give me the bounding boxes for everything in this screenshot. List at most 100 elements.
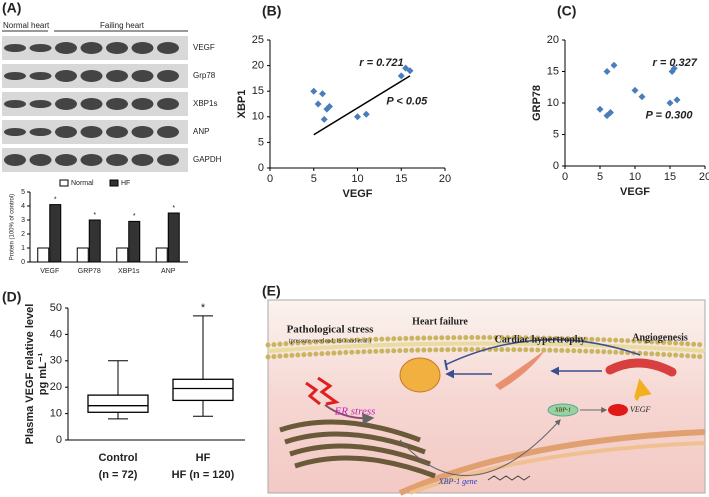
bar — [37, 247, 50, 263]
row-label: Grp78 — [193, 71, 216, 80]
band — [131, 70, 154, 82]
vessel-icon — [605, 358, 677, 377]
point — [666, 99, 674, 107]
y-axis-label: XBP1 — [236, 90, 248, 119]
panel-label: (C) — [557, 3, 576, 19]
x-tick-label: 5 — [311, 173, 317, 185]
band — [157, 154, 179, 166]
point — [314, 100, 322, 108]
node-label: Heart failure — [412, 316, 468, 327]
y-tick-label: 5 — [553, 128, 559, 140]
y-tick-label: 50 — [50, 302, 62, 314]
gene-icon — [487, 475, 531, 481]
arrow — [324, 404, 375, 425]
fit-line — [313, 75, 411, 136]
band — [55, 154, 77, 166]
band — [4, 100, 26, 108]
y-tick-label: 40 — [50, 328, 62, 340]
point — [310, 87, 318, 95]
group-label: Normal heart — [3, 21, 50, 30]
band — [55, 70, 77, 82]
bar — [128, 220, 141, 263]
x-axis-label: VEGF — [620, 186, 650, 198]
annotation: P < 0.05 — [386, 95, 428, 107]
point — [354, 113, 361, 121]
y-tick-label: 1 — [21, 245, 25, 252]
x-tick-label: 0 — [267, 173, 273, 185]
er-stripe — [294, 455, 436, 479]
arrow — [633, 378, 652, 401]
band — [55, 42, 77, 54]
point — [673, 96, 681, 104]
y-tick-label: 15 — [252, 85, 264, 97]
panel-label: (A) — [2, 0, 21, 16]
x-tick-label: 20 — [439, 173, 451, 185]
significance: * — [201, 302, 206, 314]
y-tick-label: 2 — [21, 231, 25, 238]
bar — [155, 247, 168, 263]
x-tick-label: ANP — [161, 268, 176, 275]
significance: * — [54, 196, 57, 203]
band — [55, 126, 77, 138]
x-tick-label: HF — [196, 452, 211, 464]
bar — [76, 247, 89, 263]
band — [106, 70, 128, 82]
y-tick-label: 15 — [547, 65, 559, 77]
band — [157, 70, 179, 82]
membrane — [267, 341, 706, 353]
x-tick-label: 20 — [699, 171, 709, 183]
western-blot: (A) Normal heart Failing heart VEGF Grp78… — [2, 0, 222, 172]
group-label: Failing heart — [100, 21, 145, 30]
x-tick-label: 15 — [395, 173, 407, 185]
x-tick-sublabel: HF (n = 120) — [172, 469, 235, 481]
y-tick-label: 0 — [56, 434, 62, 446]
node-label: (pressure overload, ISO and et al.) — [289, 337, 371, 344]
y-tick-label: 25 — [252, 34, 264, 46]
band — [106, 42, 128, 54]
y-tick-label: 10 — [547, 97, 559, 109]
point — [397, 72, 405, 80]
er-stripe — [289, 443, 431, 467]
bar — [88, 219, 101, 263]
x-axis-label: VEGF — [343, 188, 373, 200]
vegf-icon — [608, 404, 628, 416]
y-tick-label: 10 — [252, 111, 264, 123]
band — [80, 126, 103, 138]
y-tick-label: 5 — [258, 136, 264, 148]
band — [80, 70, 103, 82]
band — [4, 72, 26, 80]
band — [4, 154, 26, 166]
annotation: r = 0.721 — [359, 57, 403, 69]
row-label: ANP — [193, 127, 209, 136]
panel-label: (E) — [262, 283, 281, 299]
point — [319, 90, 326, 98]
row-label: XBP1s — [193, 99, 217, 108]
bar — [49, 204, 62, 263]
annotation: r = 0.327 — [653, 57, 698, 69]
y-tick-label: 0 — [553, 160, 559, 172]
band — [55, 98, 77, 110]
band — [29, 72, 52, 80]
lightning — [305, 381, 321, 406]
legend-label: HF — [121, 180, 130, 187]
nucleus — [398, 429, 706, 496]
y-tick-label: 3 — [21, 217, 25, 224]
node-label: XBP-1 — [554, 407, 571, 413]
y-tick-label: 20 — [252, 60, 264, 72]
point — [670, 64, 678, 72]
inhibit-bar — [444, 359, 448, 371]
significance: * — [133, 213, 136, 220]
point — [610, 61, 618, 69]
x-tick-sublabel: (n = 72) — [99, 469, 138, 481]
x-tick-label: 10 — [351, 173, 363, 185]
diagram: (E) Pathological stress (pressure overlo… — [262, 283, 708, 496]
significance: * — [93, 212, 96, 219]
x-tick-label: 5 — [597, 171, 603, 183]
point — [406, 67, 414, 75]
band — [131, 42, 154, 54]
bar — [167, 212, 180, 263]
y-tick-label: 20 — [50, 381, 62, 393]
x-tick-label: 0 — [562, 171, 568, 183]
significance: * — [172, 205, 175, 212]
